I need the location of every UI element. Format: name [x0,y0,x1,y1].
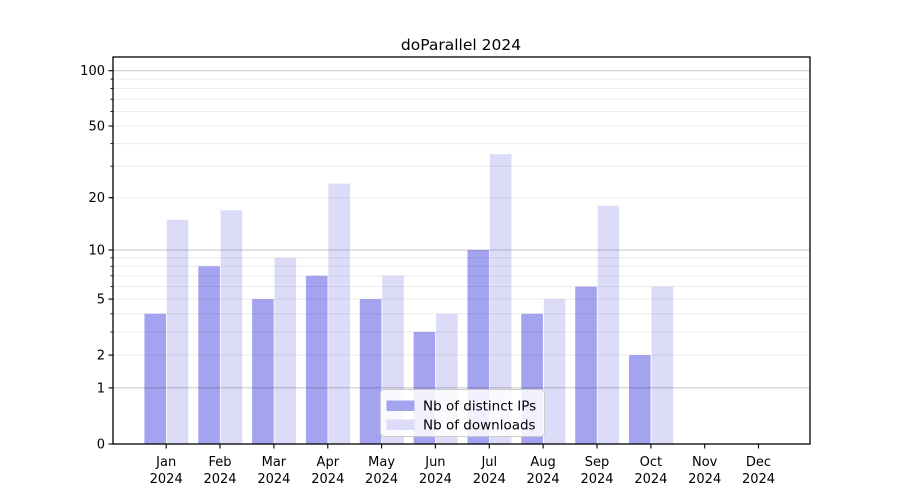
x-tick-label-year: 2024 [365,472,398,487]
chart-title: doParallel 2024 [401,36,521,54]
x-tick-label-month: Mar [262,455,287,470]
x-tick-label-year: 2024 [257,472,290,487]
x-tick-label-year: 2024 [527,472,560,487]
y-tick-label: 1 [97,381,105,396]
bar-downloads-oct [651,286,674,444]
x-tick-label-year: 2024 [150,472,183,487]
grid-layer [113,70,810,389]
x-tick-label-year: 2024 [688,472,721,487]
bar-ips-apr [305,275,328,444]
bar-downloads-jan [166,219,189,444]
y-tick-label: 20 [88,191,105,206]
x-axis: Jan 2024 Feb 2024 Mar 2024 Apr 2024 May 2024 Jun 20… [150,444,775,487]
y-tick-label: 50 [88,120,105,135]
x-tick-label-year: 2024 [634,472,667,487]
bar-downloads-mar [274,257,297,444]
bar-ips-mar [252,299,274,444]
legend: Nb of distinct IPs Nb of downloads [380,389,545,437]
bar-downloads-feb [220,210,243,444]
x-tick-label-month: Jun [424,455,445,470]
x-tick-label-year: 2024 [311,472,344,487]
x-tick-label-month: Apr [317,455,340,470]
x-tick-label-year: 2024 [473,472,506,487]
bar-ips-may [359,299,382,444]
bar-ips-feb [198,266,220,444]
legend-box [380,389,545,437]
x-tick-label-month: Jan [155,455,176,470]
x-tick-label-year: 2024 [203,472,236,487]
bar-ips-oct [629,355,651,444]
y-tick-label: 0 [97,438,105,453]
legend-label-distinct-ips: Nb of distinct IPs [423,399,536,415]
legend-label-downloads: Nb of downloads [423,418,536,434]
bar-ips-sep [575,286,597,444]
bar-downloads-aug [543,299,566,444]
x-tick-label-month: May [368,455,395,470]
x-tick-label-year: 2024 [742,472,775,487]
x-tick-label-month: Nov [692,455,718,470]
x-tick-label-month: Jul [480,455,497,470]
legend-swatch-downloads [386,419,415,430]
x-tick-label-month: Dec [746,455,771,470]
bar-downloads-jul [489,154,512,444]
y-tick-label: 10 [88,244,105,259]
x-tick-label-year: 2024 [419,472,452,487]
y-tick-label: 5 [97,293,105,308]
legend-swatch-distinct-ips [386,400,415,411]
y-axis: 0 1 2 5 10 20 50 100 [80,64,113,453]
x-tick-label-month: Sep [585,455,610,470]
x-tick-label-month: Aug [530,455,555,470]
x-tick-label-month: Feb [208,455,231,470]
bar-downloads-sep [597,205,620,444]
bar-ips-jan [144,313,166,444]
x-tick-label-month: Oct [640,455,662,470]
y-tick-label: 2 [97,349,105,364]
bar-downloads-apr [328,183,350,444]
y-tick-label: 100 [80,64,105,79]
x-tick-label-year: 2024 [580,472,613,487]
